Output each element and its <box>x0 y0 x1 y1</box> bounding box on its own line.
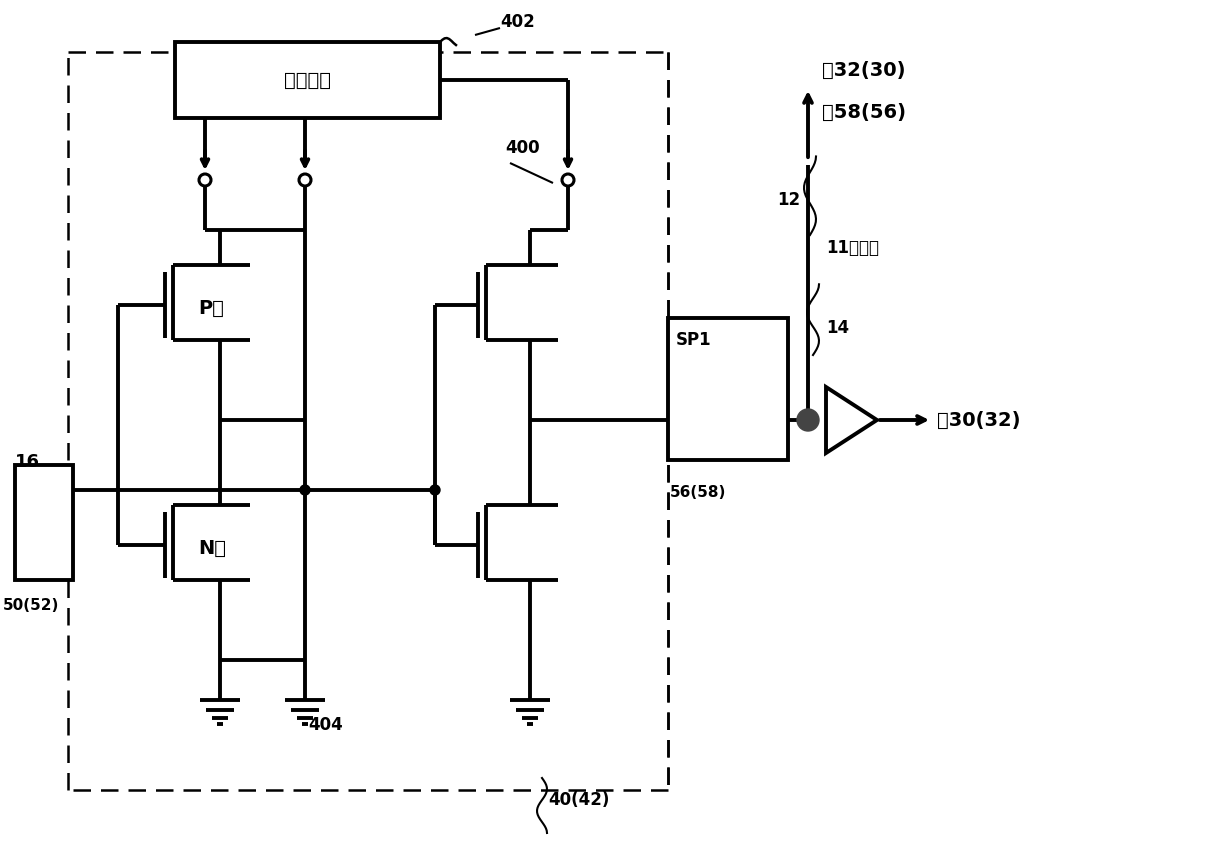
Text: 16: 16 <box>15 453 40 471</box>
Text: SP1: SP1 <box>675 331 712 349</box>
Circle shape <box>430 485 441 495</box>
Circle shape <box>200 174 211 186</box>
Text: 40(42): 40(42) <box>548 791 610 809</box>
Text: P型: P型 <box>198 299 224 317</box>
Text: 11的情况: 11的情况 <box>826 239 879 257</box>
Text: 电源电路: 电源电路 <box>284 71 331 89</box>
Text: 50(52): 50(52) <box>2 598 60 612</box>
Bar <box>15 465 73 580</box>
Circle shape <box>299 174 312 186</box>
Text: N型: N型 <box>198 539 226 557</box>
Circle shape <box>797 409 819 431</box>
Text: 402: 402 <box>500 13 534 31</box>
Bar <box>668 318 787 460</box>
Text: 14: 14 <box>826 319 849 337</box>
Text: 404: 404 <box>308 716 343 734</box>
Circle shape <box>301 485 310 495</box>
Circle shape <box>562 174 574 186</box>
Text: 的58(56): 的58(56) <box>821 103 905 121</box>
Bar <box>175 42 441 118</box>
Text: 12: 12 <box>776 191 800 209</box>
Text: 56(58): 56(58) <box>671 484 727 499</box>
Text: 向32(30): 向32(30) <box>821 61 905 79</box>
Text: 400: 400 <box>505 139 539 157</box>
Text: 向30(32): 向30(32) <box>937 411 1021 429</box>
